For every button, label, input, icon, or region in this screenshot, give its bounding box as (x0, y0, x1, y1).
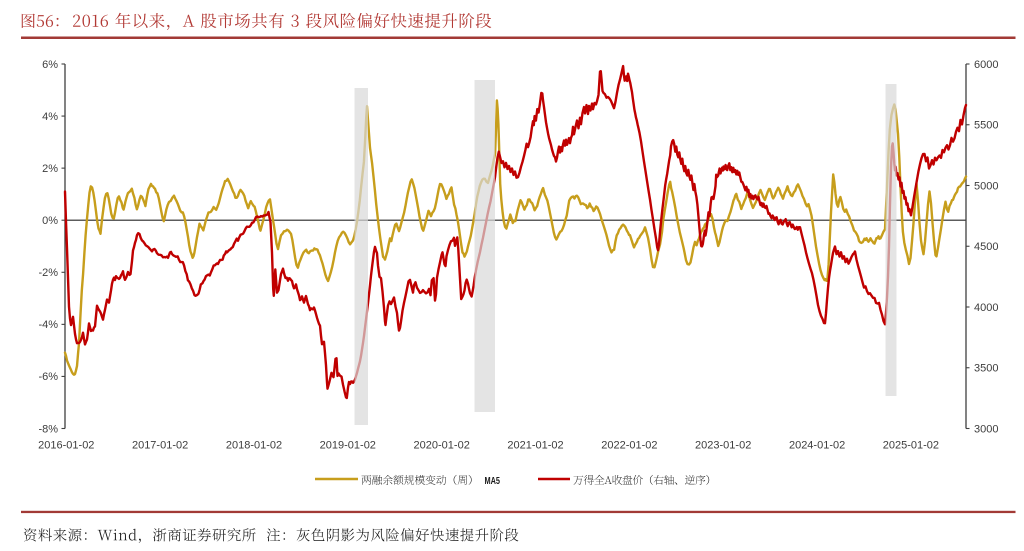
svg-text:0%: 0% (42, 215, 58, 227)
svg-text:3500: 3500 (974, 363, 998, 375)
svg-text:2017-01-02: 2017-01-02 (132, 440, 188, 452)
svg-text:2019-01-02: 2019-01-02 (320, 440, 376, 452)
svg-text:2024-01-02: 2024-01-02 (789, 440, 845, 452)
svg-text:3000: 3000 (974, 423, 998, 435)
svg-text:2025-01-02: 2025-01-02 (883, 440, 939, 452)
svg-text:2016-01-02: 2016-01-02 (38, 440, 94, 452)
svg-text:-6%: -6% (38, 371, 58, 383)
svg-text:4000: 4000 (974, 302, 998, 314)
svg-text:2021-01-02: 2021-01-02 (507, 440, 563, 452)
svg-text:2020-01-02: 2020-01-02 (414, 440, 470, 452)
svg-text:-2%: -2% (38, 267, 58, 279)
svg-text:2018-01-02: 2018-01-02 (226, 440, 282, 452)
svg-text:4%: 4% (42, 111, 58, 123)
svg-text:2023-01-02: 2023-01-02 (695, 440, 751, 452)
svg-text:4500: 4500 (974, 241, 998, 253)
svg-text:6000: 6000 (974, 59, 998, 71)
svg-text:-4%: -4% (38, 319, 58, 331)
svg-text:-8%: -8% (38, 423, 58, 435)
svg-text:2022-01-02: 2022-01-02 (601, 440, 657, 452)
svg-text:5000: 5000 (974, 180, 998, 192)
svg-text:MA5: MA5 (485, 475, 501, 487)
svg-text:5500: 5500 (974, 120, 998, 132)
svg-text:2%: 2% (42, 163, 58, 175)
svg-text:6%: 6% (42, 59, 58, 71)
